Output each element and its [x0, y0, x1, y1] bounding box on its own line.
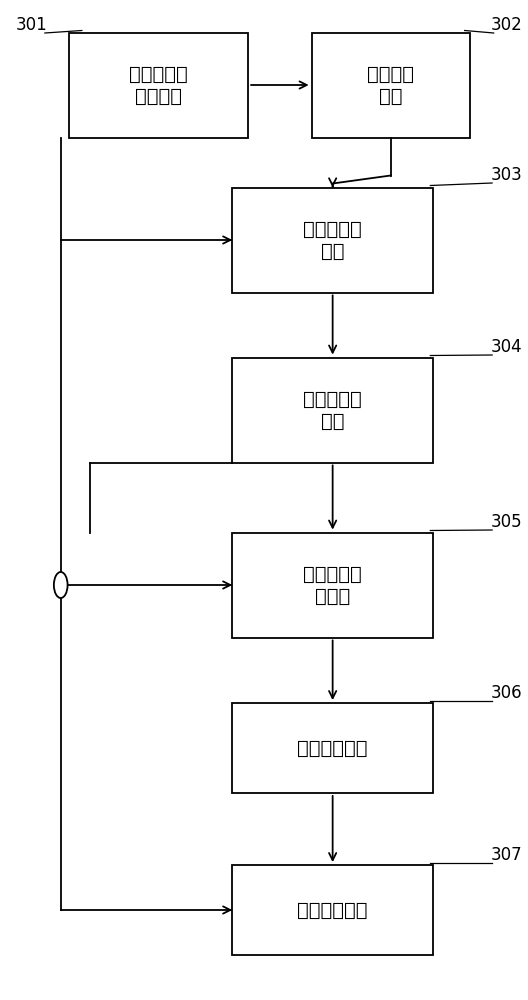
Text: 颜色分类
模块: 颜色分类 模块	[367, 64, 414, 105]
Text: 高斯模型模块: 高斯模型模块	[297, 738, 368, 758]
Bar	[232, 188, 433, 292]
Text: 301: 301	[16, 16, 48, 34]
Bar	[69, 32, 248, 137]
Bar	[232, 532, 433, 638]
Text: 颜色特征值
模块: 颜色特征值 模块	[303, 220, 362, 260]
Text: 图像接收和
解析模块: 图像接收和 解析模块	[129, 64, 188, 105]
Text: 304: 304	[491, 338, 523, 356]
Text: 307: 307	[491, 846, 523, 864]
Text: 305: 305	[491, 513, 523, 531]
Bar	[232, 358, 433, 462]
Text: 306: 306	[491, 684, 523, 702]
Text: 302: 302	[491, 16, 523, 34]
Bar	[232, 703, 433, 793]
Text: 初步状态确
定模块: 初步状态确 定模块	[303, 564, 362, 605]
Circle shape	[54, 572, 68, 598]
Bar	[312, 32, 470, 137]
Text: 区域特征值
模块: 区域特征值 模块	[303, 389, 362, 430]
Text: 303: 303	[491, 166, 523, 184]
Bar	[232, 865, 433, 955]
Text: 状态判定模块: 状态判定模块	[297, 900, 368, 920]
